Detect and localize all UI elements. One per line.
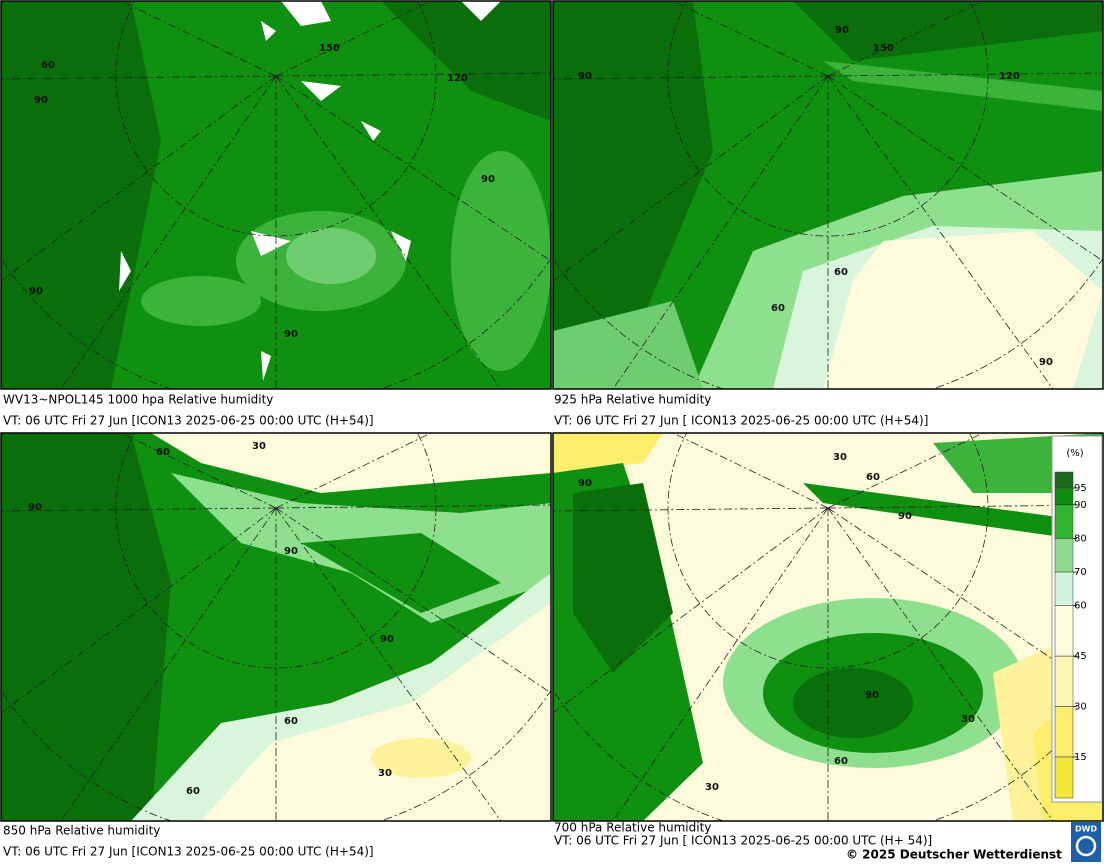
contour-label: 90: [29, 286, 43, 297]
contour-label: 60: [186, 786, 200, 797]
legend-label: 15: [1074, 752, 1087, 763]
legend: (%) 95 90 80 70 60 45 30 15: [1051, 435, 1103, 803]
panel-valid-time: VT: 06 UTC Fri 27 Jun [ ICON13 2025-06-2…: [554, 414, 928, 428]
legend-label: 30: [1074, 702, 1087, 713]
contour-label: 60: [156, 447, 170, 458]
contour-label: 30: [961, 714, 975, 725]
legend-band: [1054, 571, 1074, 606]
panel-title: WV13~NPOL145 1000 hpa Relative humidity: [3, 393, 273, 407]
contour-label: 90: [481, 174, 495, 185]
logo-swirl: [1075, 835, 1097, 857]
panel-title: 925 hPa Relative humidity: [554, 393, 711, 407]
contour-label: 150: [873, 43, 894, 54]
copyright: © 2025 Deutscher Wetterdienst: [846, 848, 1062, 862]
panel-title: 700 hPa Relative humidity: [554, 821, 711, 835]
contour-label: 120: [447, 73, 468, 84]
map-panel: 60 90 90 90 90 150 120: [1, 1, 551, 389]
legend-band: [1054, 655, 1074, 707]
panel-valid-time: VT: 06 UTC Fri 27 Jun [ICON13 2025-06-25…: [3, 414, 374, 428]
contour-label: 90: [28, 502, 42, 513]
legend-label: 80: [1074, 533, 1087, 544]
contour-label: 30: [378, 768, 392, 779]
contour-label: 30: [833, 452, 847, 463]
contour-label: 90: [284, 329, 298, 340]
legend-unit: (%): [1066, 448, 1083, 459]
legend-band: [1054, 605, 1074, 657]
legend-label: 70: [1074, 567, 1087, 578]
frames: [0, 0, 1104, 822]
legend-band: [1054, 487, 1074, 506]
contour-label: 60: [834, 267, 848, 278]
panel-valid-time: VT: 06 UTC Fri 27 Jun [ ICON13 2025-06-2…: [554, 834, 932, 848]
contour-label: 30: [705, 782, 719, 793]
legend-label: 60: [1074, 601, 1087, 612]
contour-label: 90: [835, 25, 849, 36]
map-panel: 90 90 60 60 90 150 120: [553, 1, 1103, 389]
legend-label: 90: [1074, 500, 1087, 511]
contour-label: 90: [1039, 357, 1053, 368]
contour-label: 90: [380, 634, 394, 645]
contour-label: 60: [834, 756, 848, 767]
logo: DWD: [1075, 825, 1097, 834]
legend-label: 95: [1074, 483, 1087, 494]
map-panel: 60 90 90 90 60 30 30 60: [1, 433, 551, 821]
legend-band: [1054, 504, 1074, 539]
contour-label: 60: [771, 303, 785, 314]
contour-label: 60: [284, 716, 298, 727]
contour-label: 60: [41, 60, 55, 71]
panel-title: 850 hPa Relative humidity: [3, 824, 160, 838]
contour-label: 90: [284, 546, 298, 557]
contour-label: 60: [866, 472, 880, 483]
contour-label: 90: [578, 478, 592, 489]
legend-band: [1054, 756, 1074, 799]
contour-label: 90: [865, 690, 879, 701]
panel-valid-time: VT: 06 UTC Fri 27 Jun [ICON13 2025-06-25…: [3, 845, 374, 859]
legend-band: [1054, 471, 1074, 489]
contour-label: 90: [578, 71, 592, 82]
legend-band: [1054, 538, 1074, 573]
legend-band: [1054, 706, 1074, 758]
contour-label: 120: [999, 71, 1020, 82]
contour-label: 30: [252, 441, 266, 452]
contour-label: 150: [319, 43, 340, 54]
contour-label: 90: [898, 511, 912, 522]
contour-label: 90: [34, 95, 48, 106]
legend-label: 45: [1074, 651, 1087, 662]
